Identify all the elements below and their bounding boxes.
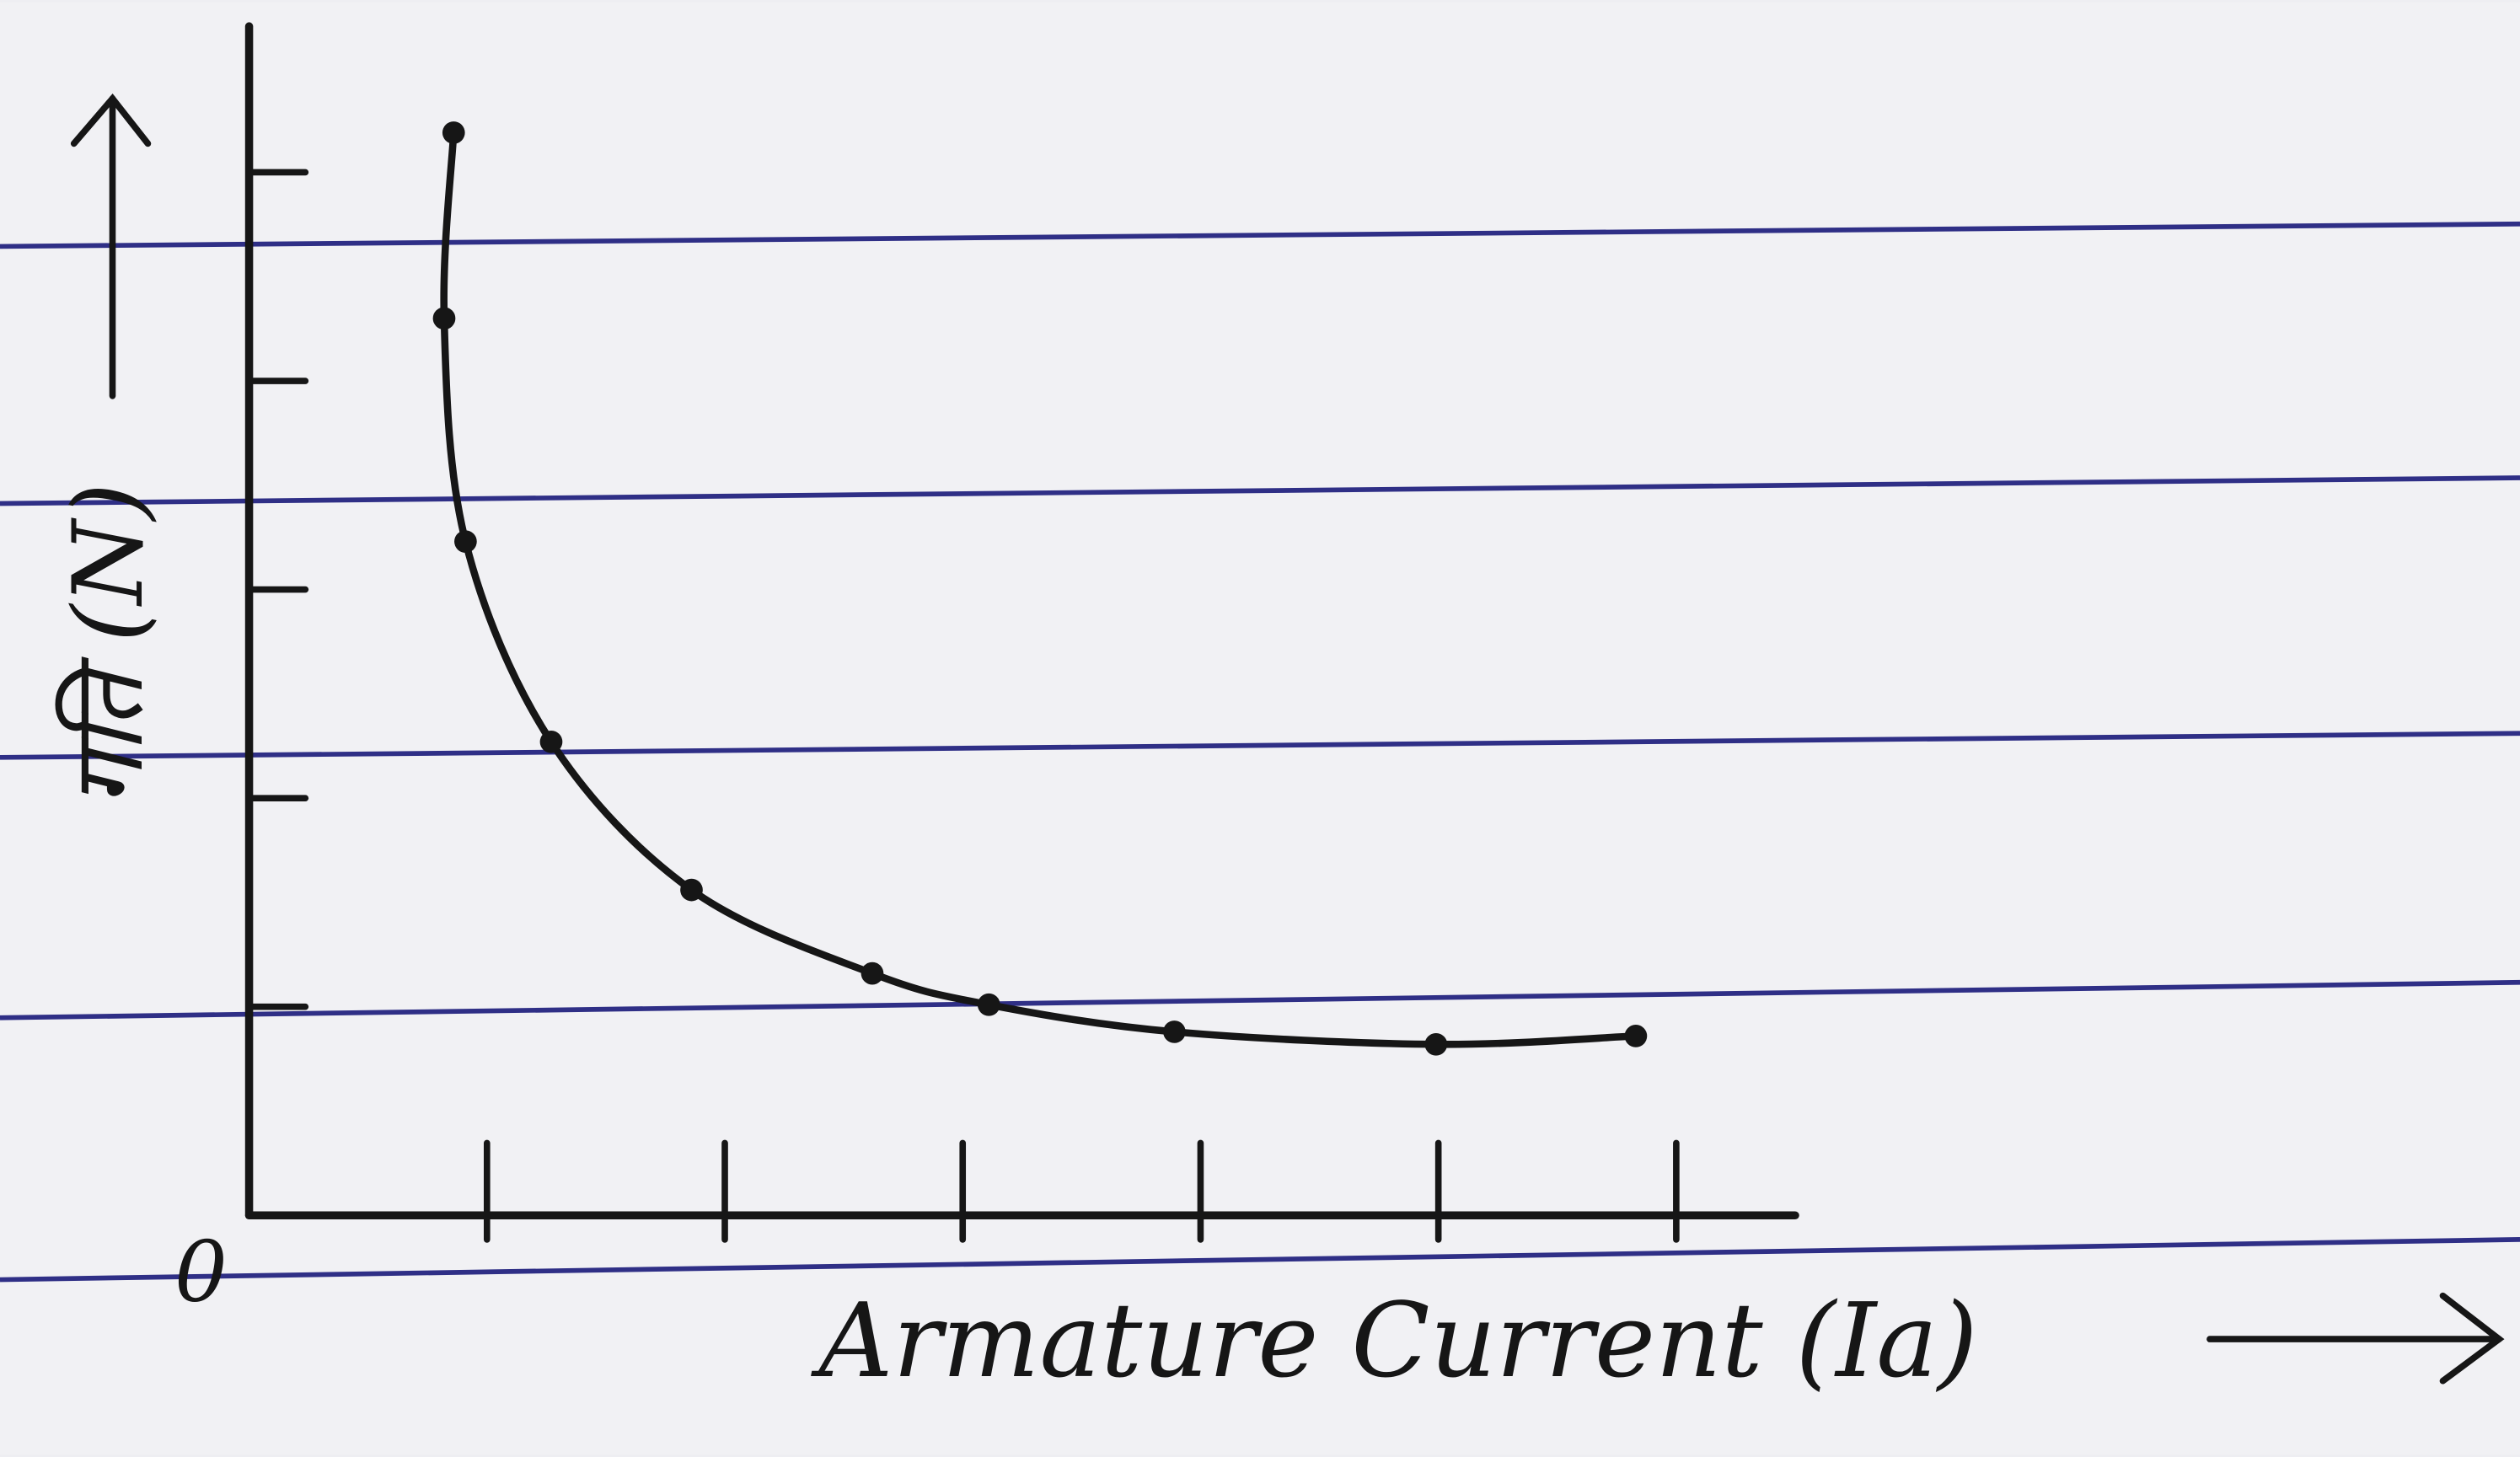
- data-point: [680, 879, 703, 902]
- page: {"chart_data": {"type": "line", "x_label…: [0, 0, 2520, 1457]
- origin-label: 0: [174, 1224, 228, 1320]
- data-point: [1163, 1020, 1186, 1043]
- y-axis-label: गति (N): [52, 483, 164, 807]
- data-point: [540, 731, 563, 753]
- data-point: [978, 994, 1000, 1016]
- data-point: [1625, 1025, 1648, 1047]
- data-point: [454, 530, 477, 553]
- data-point: [442, 121, 465, 144]
- data-point: [433, 307, 456, 329]
- data-point: [1424, 1033, 1447, 1056]
- x-axis-label: Armature Current (Ia): [810, 1281, 1977, 1401]
- data-point: [861, 962, 884, 985]
- paper: [0, 3, 2520, 1455]
- notebook-graph: 0 Armature Current (Ia) गति (N): [0, 0, 2520, 1457]
